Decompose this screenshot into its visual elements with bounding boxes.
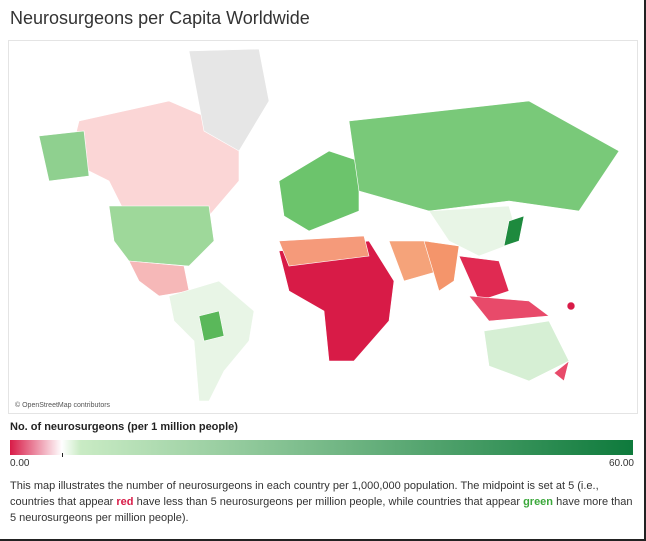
text: have less than 5 neurosurgeons per milli…	[133, 496, 524, 508]
red-word: red	[116, 496, 134, 508]
legend-min: 0.00	[10, 458, 30, 469]
green-word: green	[523, 496, 554, 508]
legend-gradient	[10, 440, 633, 455]
legend-title: No. of neurosurgeons (per 1 million peop…	[10, 421, 238, 433]
text: This map illustrates the number of neuro…	[10, 480, 599, 508]
map-shapes	[38, 48, 620, 402]
legend-midpoint	[61, 453, 63, 457]
title: Neurosurgeons per Capita Worldwide	[10, 8, 310, 28]
map[interactable]: © OpenStreetMap contributors	[8, 40, 638, 414]
attribution: © OpenStreetMap contributors	[15, 402, 111, 409]
legend-max: 60.00	[608, 458, 634, 469]
description: This map illustrates the number of neuro…	[10, 478, 635, 526]
text: have more than 5 neurosurgeons per milli…	[10, 496, 633, 524]
